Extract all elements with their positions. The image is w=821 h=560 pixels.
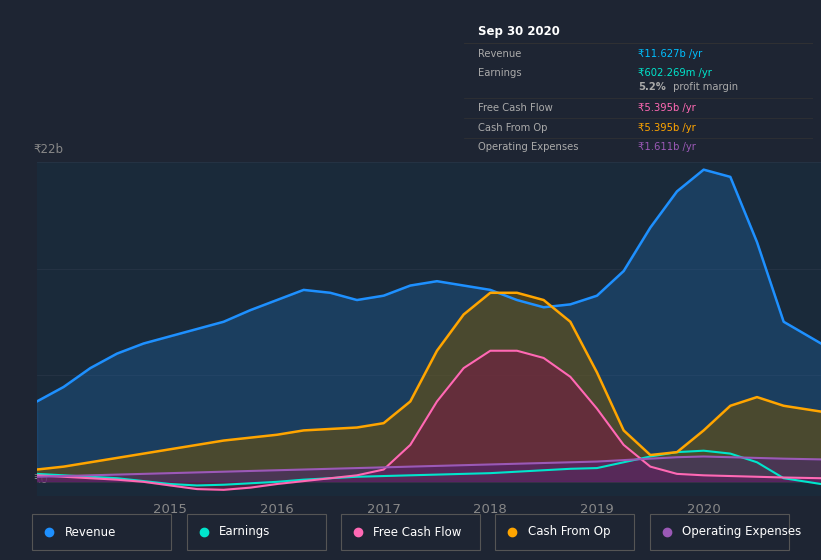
Text: 5.2%: 5.2% [639, 82, 666, 92]
Bar [341, 514, 480, 550]
Bar [32, 514, 172, 550]
Text: Operating Expenses: Operating Expenses [478, 142, 578, 152]
Text: Free Cash Flow: Free Cash Flow [374, 525, 462, 539]
Text: ₹5.395b /yr: ₹5.395b /yr [639, 103, 696, 113]
Bar [495, 514, 635, 550]
Text: Free Cash Flow: Free Cash Flow [478, 103, 553, 113]
Text: ₹11.627b /yr: ₹11.627b /yr [639, 49, 703, 59]
Text: ₹5.395b /yr: ₹5.395b /yr [639, 123, 696, 133]
Text: Cash From Op: Cash From Op [478, 123, 548, 133]
Text: Sep 30 2020: Sep 30 2020 [478, 26, 560, 39]
Text: Earnings: Earnings [478, 68, 521, 78]
Bar [649, 514, 789, 550]
Text: Revenue: Revenue [65, 525, 116, 539]
Text: Earnings: Earnings [219, 525, 270, 539]
Bar [186, 514, 326, 550]
Text: ₹0: ₹0 [33, 473, 48, 486]
Text: ₹602.269m /yr: ₹602.269m /yr [639, 68, 712, 78]
Text: Operating Expenses: Operating Expenses [682, 525, 801, 539]
Text: profit margin: profit margin [670, 82, 738, 92]
Text: Revenue: Revenue [478, 49, 521, 59]
Text: ₹22b: ₹22b [33, 143, 63, 156]
Text: ₹1.611b /yr: ₹1.611b /yr [639, 142, 696, 152]
Text: Cash From Op: Cash From Op [528, 525, 610, 539]
